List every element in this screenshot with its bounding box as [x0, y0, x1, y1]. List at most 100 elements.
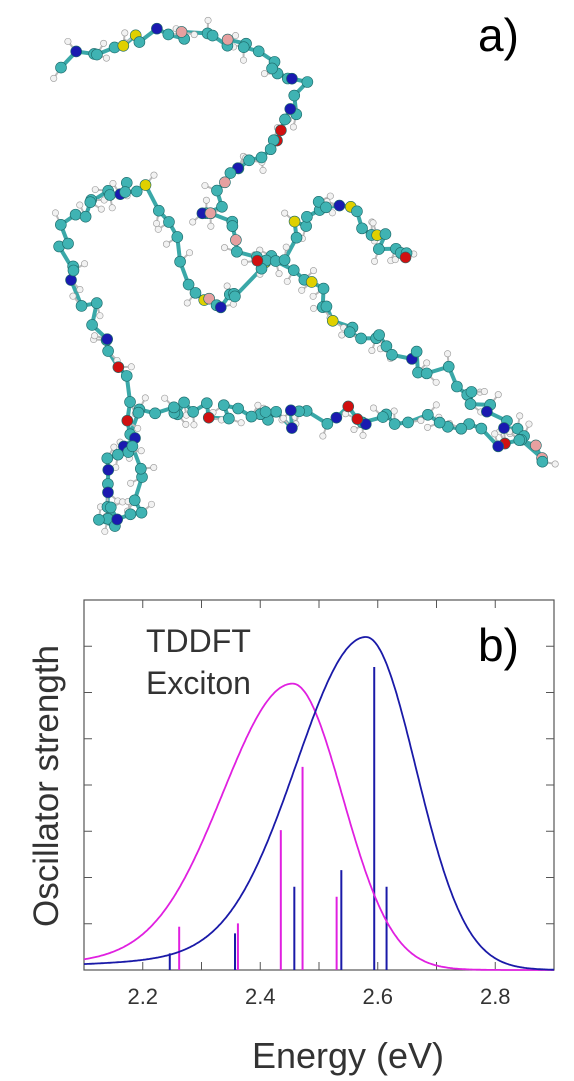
carbon-atom [317, 282, 330, 295]
carbon-atom [266, 62, 278, 75]
carbon-atom [379, 228, 392, 240]
carbon-atom [153, 204, 165, 217]
carbon-atom [69, 208, 82, 221]
spectrum-chart: 2.2 2.4 2.6 2.8 TDDFT Exciton Energy (eV) O… [27, 599, 555, 1076]
hydrogen-atom [432, 401, 440, 409]
carbon-atom [102, 345, 114, 357]
carbon-atom [264, 143, 277, 156]
hydrogen-atom [121, 29, 129, 37]
carbon-atom [245, 410, 258, 423]
carbon-atom [536, 455, 549, 468]
hydrogen-atom [127, 363, 135, 371]
carbon-atom [119, 186, 131, 198]
nitrogen-atom [102, 464, 115, 476]
hydrogen-atom [494, 391, 502, 399]
carbon-atom [355, 332, 367, 345]
hydrogen-atom [525, 420, 533, 428]
nitrogen-atom [151, 22, 163, 35]
carbon-atom [373, 329, 385, 341]
carbon-atom [217, 399, 230, 411]
hydrogen-atom [298, 286, 306, 294]
hydrogen-atom [190, 31, 198, 39]
carbon-atom [62, 237, 74, 250]
carbon-atom [132, 406, 145, 419]
x-tick-label: 2.4 [245, 984, 276, 1009]
carbon-atom [422, 409, 434, 421]
hydrogen-atom [260, 70, 268, 78]
hydrogen-atom [275, 270, 283, 278]
hydrogen-atom [91, 186, 99, 194]
fluorine-atom [221, 33, 234, 46]
carbon-atom [356, 222, 368, 235]
oxygen-atom [275, 124, 287, 137]
carbon-atom [211, 184, 223, 197]
sulfur-atom [288, 215, 301, 228]
hydrogen-atom [309, 292, 317, 300]
carbon-atom [433, 416, 446, 429]
oxygen-atom [121, 414, 134, 427]
hydrogen-atom [150, 464, 158, 472]
carbon-atom [55, 61, 67, 74]
hydrogen-atom [283, 277, 291, 285]
carbon-atom [410, 345, 423, 358]
hydrogen-atom [390, 407, 398, 415]
hydrogen-atom [183, 299, 191, 307]
carbon-atom [130, 185, 143, 198]
carbon-atom [168, 401, 180, 414]
carbon-atom [128, 494, 141, 507]
hydrogen-atom [101, 527, 109, 535]
hydrogen-atom [480, 387, 488, 395]
carbon-atom [104, 189, 116, 201]
carbon-atom [287, 264, 300, 276]
hydrogen-atom [369, 219, 377, 227]
carbon-atom [171, 231, 184, 243]
carbon-atom [162, 28, 175, 41]
hydrogen-atom [91, 332, 99, 340]
nitrogen-atom [111, 513, 123, 526]
carbon-atom [243, 154, 255, 167]
carbon-atom [229, 290, 241, 303]
hydrogen-atom [310, 304, 318, 312]
carbon-atom [259, 406, 272, 418]
carbon-atom [55, 218, 67, 231]
hydrogen-atom [328, 209, 336, 217]
hydrogen-atom [319, 432, 327, 440]
legend-tddft: TDDFT [146, 623, 251, 659]
fluorine-atom [204, 207, 217, 220]
hydrogen-atom [134, 424, 142, 432]
hydrogen-atom [110, 443, 118, 451]
carbon-atom [91, 48, 103, 61]
carbon-atom [149, 407, 161, 420]
hydrogen-atom [51, 209, 59, 217]
hydrogen-atom [326, 192, 334, 200]
oxygen-atom [202, 411, 215, 424]
carbon-atom [373, 243, 385, 255]
oxygen-atom [342, 400, 355, 413]
carbon-atom [278, 254, 291, 266]
legend-exciton: Exciton [146, 665, 251, 701]
nitrogen-atom [492, 440, 505, 453]
hydrogen-atom [64, 37, 72, 45]
hydrogen-atom [282, 243, 290, 251]
hydrogen-atom [148, 500, 156, 508]
carbon-atom [237, 41, 250, 53]
fluorine-atom [230, 234, 242, 246]
carbon-atom [174, 255, 186, 268]
carbon-atom [402, 416, 414, 429]
carbon-atom [386, 349, 398, 361]
carbon-atom [189, 287, 202, 299]
stick-spectrum [168, 666, 388, 970]
hydrogen-atom [432, 378, 440, 386]
carbon-atom [288, 89, 301, 102]
carbon-atom [511, 422, 524, 435]
nitrogen-atom [102, 486, 114, 499]
hydrogen-atom [137, 447, 145, 455]
nitrogen-atom [70, 45, 83, 58]
hydrogen-atom [551, 460, 559, 468]
hydrogen-atom [190, 421, 198, 429]
carbon-atom [475, 422, 488, 435]
nitrogen-atom [285, 404, 297, 417]
carbon-atom [133, 36, 146, 48]
x-tick-labels: 2.2 2.4 2.6 2.8 [127, 984, 510, 1009]
carbon-atom [216, 200, 228, 213]
